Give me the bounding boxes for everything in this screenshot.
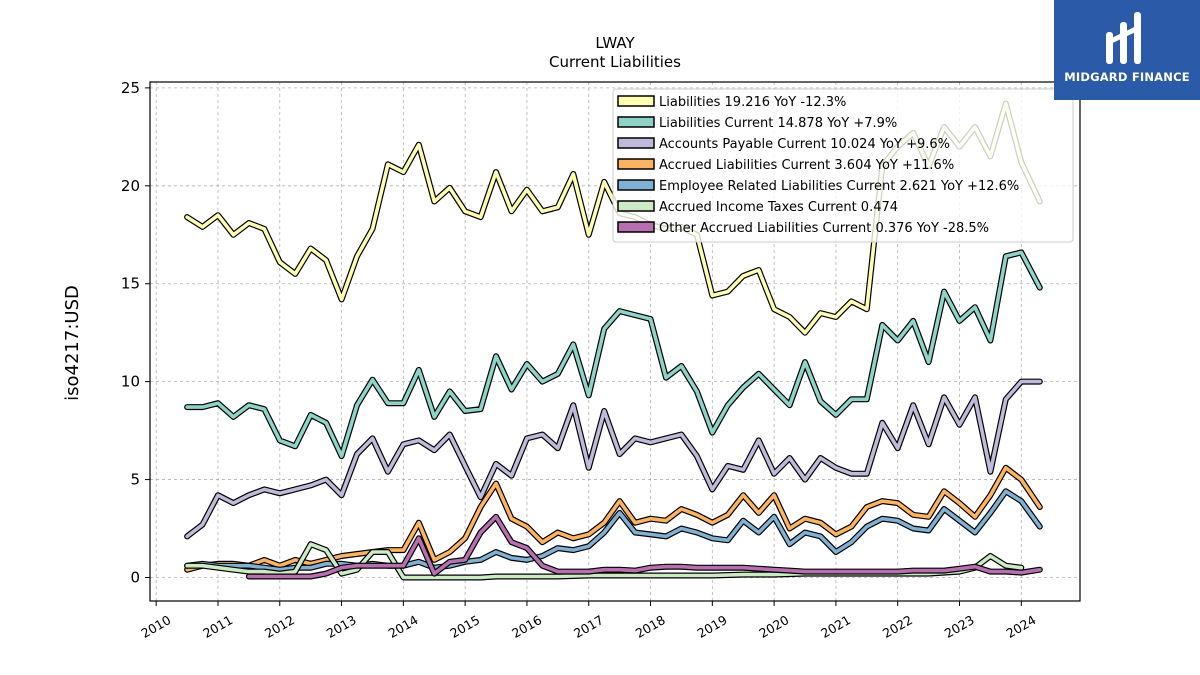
y-tick-label: 0	[130, 568, 140, 586]
legend-label: Employee Related Liabilities Current 2.6…	[659, 179, 1019, 194]
series-outline	[184, 249, 1043, 460]
series-line	[245, 513, 1043, 580]
y-tick-label: 5	[130, 471, 140, 489]
chart-subtitle: Current Liabilities	[549, 53, 681, 71]
series-stroke	[185, 250, 1042, 458]
plot-frame	[149, 81, 1081, 602]
x-tick-label: 2010	[138, 612, 173, 641]
legend-swatch	[617, 221, 655, 233]
y-axis-label: iso4217:USD	[62, 285, 83, 401]
series-stroke	[185, 489, 1042, 572]
x-tick-label: 2016	[509, 612, 544, 641]
y-tick-label: 10	[121, 373, 140, 391]
x-tick-label: 2022	[880, 612, 915, 641]
legend-swatch	[617, 158, 655, 170]
legend-swatch	[617, 179, 655, 191]
series-stroke	[185, 379, 1042, 539]
legend-swatch	[617, 95, 655, 107]
x-tick-label: 2020	[756, 612, 791, 641]
series-outline	[184, 488, 1043, 573]
legend-swatch	[617, 116, 655, 128]
x-tick-label: 2013	[324, 612, 359, 641]
x-tick-label: 2012	[262, 612, 297, 641]
x-tick-label: 2023	[942, 612, 977, 641]
legend-label: Accrued Liabilities Current 3.604 YoY +1…	[659, 158, 954, 173]
y-tick-label: 25	[121, 79, 140, 97]
x-tick-label: 2011	[200, 612, 235, 641]
x-tick-label: 2024	[1004, 612, 1039, 641]
chart-title: LWAY	[595, 34, 635, 52]
brand-name: MIDGARD FINANCE	[1064, 70, 1190, 84]
brand-logo: MIDGARD FINANCE	[1054, 0, 1200, 100]
series-line	[184, 488, 1043, 573]
x-tick-label: 2014	[386, 612, 421, 641]
legend-label: Other Accrued Liabilities Current 0.376 …	[659, 221, 989, 236]
legend-label: Liabilities 19.216 YoY -12.3%	[659, 95, 846, 110]
series-line	[184, 378, 1043, 540]
legend-label: Accounts Payable Current 10.024 YoY +9.6…	[659, 137, 950, 152]
x-tick-label: 2018	[633, 612, 668, 641]
legend-swatch	[617, 200, 655, 212]
x-tick-label: 2019	[695, 612, 730, 641]
legend-swatch	[617, 137, 655, 149]
x-tick-label: 2015	[447, 612, 482, 641]
y-tick-label: 15	[121, 275, 140, 293]
x-tick-label: 2021	[818, 612, 853, 641]
y-tick-label: 20	[121, 177, 140, 195]
legend-label: Accrued Income Taxes Current 0.474	[659, 200, 898, 215]
legend-label: Liabilities Current 14.878 YoY +7.9%	[659, 116, 897, 131]
legend-box	[612, 88, 1074, 243]
midgard-logo-icon	[1106, 12, 1141, 64]
series-line	[184, 249, 1043, 460]
legend: Liabilities 19.216 YoY -12.3% Liabilities…	[612, 88, 1074, 243]
x-tick-label: 2017	[571, 612, 606, 641]
series-stroke	[247, 514, 1042, 579]
